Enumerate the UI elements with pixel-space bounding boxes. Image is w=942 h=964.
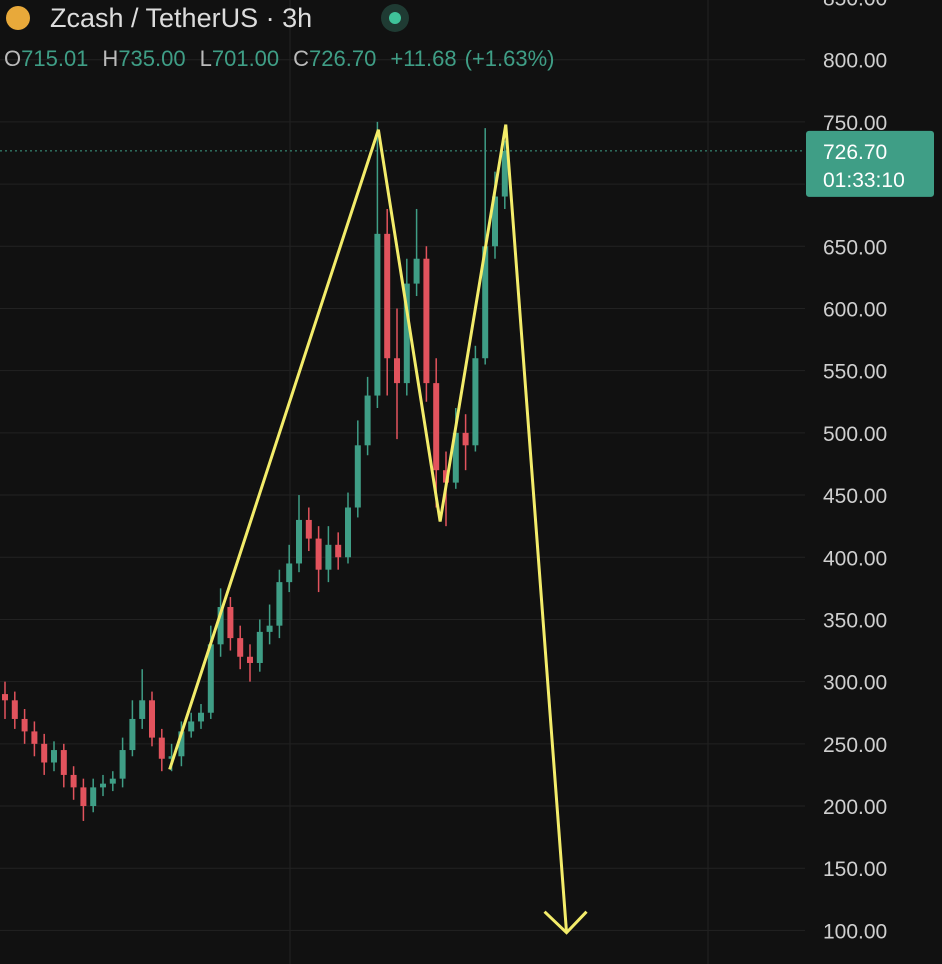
candle-body [374, 233, 381, 396]
ohlc-value: 715.01 [21, 46, 89, 71]
candle-body [158, 737, 165, 759]
candle-body [2, 694, 8, 701]
y-tick-label: 850.00 [823, 0, 887, 11]
ohlc-value: 735.00 [118, 46, 186, 71]
ohlc-value: 726.70 [309, 46, 377, 71]
candle-body [364, 395, 371, 446]
candle-body [423, 258, 430, 384]
candle-body [217, 607, 224, 645]
candle-body [501, 150, 508, 197]
candle-body [492, 196, 498, 247]
y-tick-label: 650.00 [823, 236, 887, 259]
y-tick-label: 800.00 [823, 50, 887, 73]
candle-body [462, 432, 469, 446]
candle-body [472, 358, 479, 446]
candle-body [31, 731, 38, 744]
candle-body [325, 544, 332, 570]
candle-body [90, 787, 97, 807]
ohlc-key: C [293, 46, 310, 71]
candle-body [41, 743, 48, 763]
status-dot [389, 12, 401, 24]
candle-body [403, 283, 410, 384]
y-tick-label: 250.00 [823, 734, 887, 757]
candle-body [188, 721, 195, 732]
y-tick-label: 450.00 [823, 485, 887, 508]
candle-body [315, 538, 322, 570]
ohlc-key: H [102, 46, 119, 71]
candle-body [51, 750, 57, 763]
candle-body [354, 445, 361, 508]
candle-body [335, 544, 342, 558]
last-price-label: 726.70 [823, 141, 887, 164]
y-tick-label: 750.00 [823, 112, 887, 135]
candle-body [286, 563, 293, 583]
candle-body [413, 258, 420, 284]
candle-body [345, 507, 351, 558]
pattern-drawing [168, 124, 569, 933]
candle-body [227, 607, 234, 639]
y-tick-label: 150.00 [823, 858, 887, 881]
candle-body [80, 787, 87, 807]
candle-body [11, 700, 18, 719]
candle-body [21, 718, 28, 732]
y-tick-label: 100.00 [823, 920, 887, 943]
last-price-tag [806, 130, 934, 197]
ohlc-value: 701.00 [211, 46, 280, 71]
candle-body [100, 783, 106, 788]
candle-body [178, 731, 185, 757]
candle-body [139, 700, 146, 719]
countdown: 01:33:10 [823, 169, 905, 192]
ohlc-row: O715.01 H735.00 L701.00 C726.70 +11.68 (+1.63… [4, 46, 555, 72]
candle-body [394, 358, 400, 384]
candle-body [247, 656, 253, 663]
y-tick-label: 600.00 [823, 298, 887, 321]
candle-body [296, 519, 302, 564]
candle-body [119, 750, 126, 779]
candle-body [70, 774, 77, 788]
ohlc-key: L [199, 46, 212, 71]
candle-body [452, 432, 459, 483]
y-tick-label: 200.00 [823, 796, 887, 819]
y-tick-label: 400.00 [823, 547, 887, 570]
candle-body [482, 246, 489, 359]
candle-body [168, 756, 175, 759]
y-tick-label: 550.00 [823, 361, 887, 384]
candle-body [276, 582, 283, 626]
candle-body [443, 470, 449, 483]
candle-body [60, 750, 67, 775]
candle-body [266, 625, 273, 632]
candle-body [129, 718, 136, 751]
coin-icon [6, 6, 30, 30]
candle-body [433, 383, 440, 471]
candle-body [256, 631, 263, 663]
y-tick-label: 300.00 [823, 672, 887, 695]
candle-body [305, 519, 312, 539]
y-tick-label: 500.00 [823, 423, 887, 446]
change-percent: (+1.63%) [464, 46, 555, 71]
ohlc-key: O [4, 46, 22, 71]
symbol-title: Zcash / TetherUS · 3h [50, 3, 313, 33]
candle-body [109, 778, 116, 784]
y-tick-label: 350.00 [823, 609, 887, 632]
arrow-head [543, 910, 588, 935]
candle-body [237, 638, 244, 657]
candle-body [207, 644, 214, 713]
candle-body [198, 712, 204, 722]
candle-body [149, 700, 155, 738]
candle-body [384, 233, 391, 359]
change: +11.68 [390, 46, 457, 71]
